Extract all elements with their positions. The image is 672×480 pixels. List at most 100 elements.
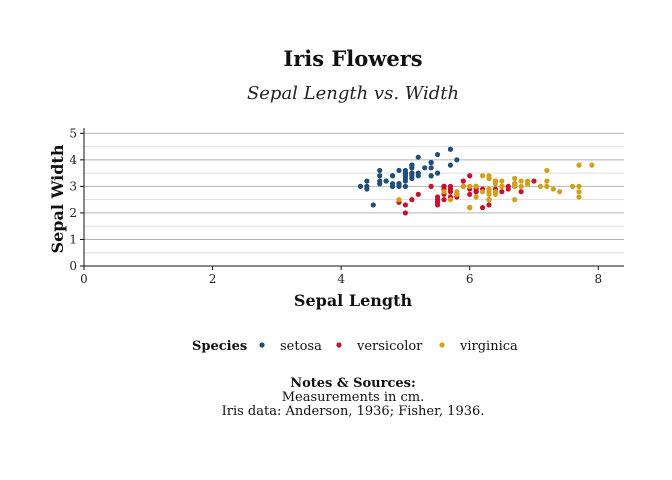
virginica-point [479, 173, 486, 179]
x-axis-ticks: 0 2 4 6 8 [80, 266, 602, 286]
versicolor-point [402, 210, 409, 216]
virginica-point [479, 189, 486, 195]
virginica-point [512, 197, 518, 203]
virginica-point [486, 197, 492, 203]
setosa-point [396, 167, 402, 174]
versicolor-point [505, 183, 511, 189]
y-tick-label: 0 [69, 259, 77, 273]
y-axis-ticks: 0 1 2 3 4 5 [69, 126, 84, 273]
legend-label-versicolor: versicolor [356, 339, 423, 354]
virginica-point [492, 189, 499, 195]
virginica-point [467, 183, 473, 189]
versicolor-point [531, 178, 537, 184]
versicolor-point [428, 183, 434, 189]
versicolor-point [473, 189, 479, 195]
y-tick-label: 2 [69, 206, 77, 220]
versicolor-point [434, 194, 441, 200]
legend-label-virginica: virginica [459, 339, 518, 354]
virginica-point [576, 189, 582, 195]
virginica-point [473, 183, 479, 189]
setosa-point [409, 162, 415, 168]
versicolor-point [402, 202, 409, 208]
virginica-point [454, 191, 460, 197]
virginica-point [396, 197, 402, 203]
versicolor-point [518, 189, 524, 195]
virginica-point [557, 189, 563, 195]
setosa-point [447, 146, 454, 152]
setosa-point [396, 181, 402, 187]
setosa-point [402, 175, 409, 182]
virginica-point [460, 183, 466, 189]
y-tick-label: 4 [69, 153, 77, 167]
virginica-point [544, 178, 550, 184]
virginica-point [492, 181, 499, 187]
virginica-point [467, 205, 473, 211]
versicolor-point [441, 197, 447, 203]
setosa-point [415, 154, 421, 160]
setosa-point [377, 173, 383, 179]
virginica-point [537, 183, 544, 189]
setosa-point [434, 151, 441, 158]
legend-marker-versicolor [336, 342, 342, 348]
notes-line-2: Iris data: Anderson, 1936; Fisher, 1936. [222, 404, 485, 419]
virginica-point [518, 178, 524, 184]
setosa-point [434, 170, 441, 176]
notes-line-1: Measurements in cm. [282, 390, 425, 405]
virginica-point [499, 183, 505, 189]
virginica-point [447, 197, 454, 203]
versicolor-point [409, 197, 415, 203]
setosa-point [370, 202, 376, 208]
virginica-point [512, 175, 518, 182]
setosa-point [389, 183, 396, 189]
setosa-point [364, 178, 370, 184]
x-tick-label: 0 [80, 272, 88, 286]
setosa-point [409, 173, 415, 179]
axes [83, 128, 624, 267]
setosa-point [415, 173, 421, 179]
virginica-point [486, 173, 492, 179]
gridlines [84, 132, 624, 254]
virginica-point [473, 194, 479, 200]
versicolor-point [441, 183, 447, 189]
chart-subtitle: Sepal Length vs. Width [247, 83, 459, 104]
setosa-point [357, 183, 364, 189]
y-tick-label: 5 [69, 126, 77, 140]
y-tick-label: 1 [69, 232, 77, 246]
virginica-point [576, 194, 582, 200]
setosa-point [377, 167, 383, 174]
setosa-point [402, 170, 409, 176]
versicolor-point [447, 189, 454, 195]
virginica-point [544, 167, 550, 174]
virginica-point [544, 183, 550, 189]
x-axis-label: Sepal Length [294, 291, 413, 310]
chart-title: Iris Flowers [283, 46, 422, 71]
x-tick-label: 4 [337, 272, 345, 286]
setosa-point [428, 165, 434, 171]
virginica-point [512, 183, 518, 189]
data-points [357, 146, 595, 216]
x-tick-label: 2 [209, 272, 217, 286]
virginica-point [550, 186, 556, 192]
y-tick-label: 3 [69, 179, 77, 193]
virginica-point [441, 189, 447, 195]
virginica-point [499, 178, 505, 184]
setosa-point [402, 183, 409, 189]
x-tick-label: 6 [466, 272, 474, 286]
setosa-point [377, 178, 383, 184]
virginica-point [576, 162, 582, 168]
versicolor-point [479, 205, 486, 211]
virginica-point [589, 162, 595, 168]
versicolor-point [499, 189, 505, 195]
versicolor-point [486, 202, 492, 208]
setosa-point [428, 159, 434, 166]
legend-label-setosa: setosa [280, 339, 322, 354]
legend-items: setosa versicolor virginica [259, 339, 518, 354]
setosa-point [389, 173, 396, 179]
legend-marker-setosa [259, 342, 265, 348]
versicolor-point [467, 191, 473, 197]
notes: Notes & Sources: Measurements in cm. Iri… [222, 376, 485, 419]
versicolor-point [467, 173, 473, 179]
legend-title: Species [192, 339, 247, 354]
setosa-point [454, 157, 460, 163]
